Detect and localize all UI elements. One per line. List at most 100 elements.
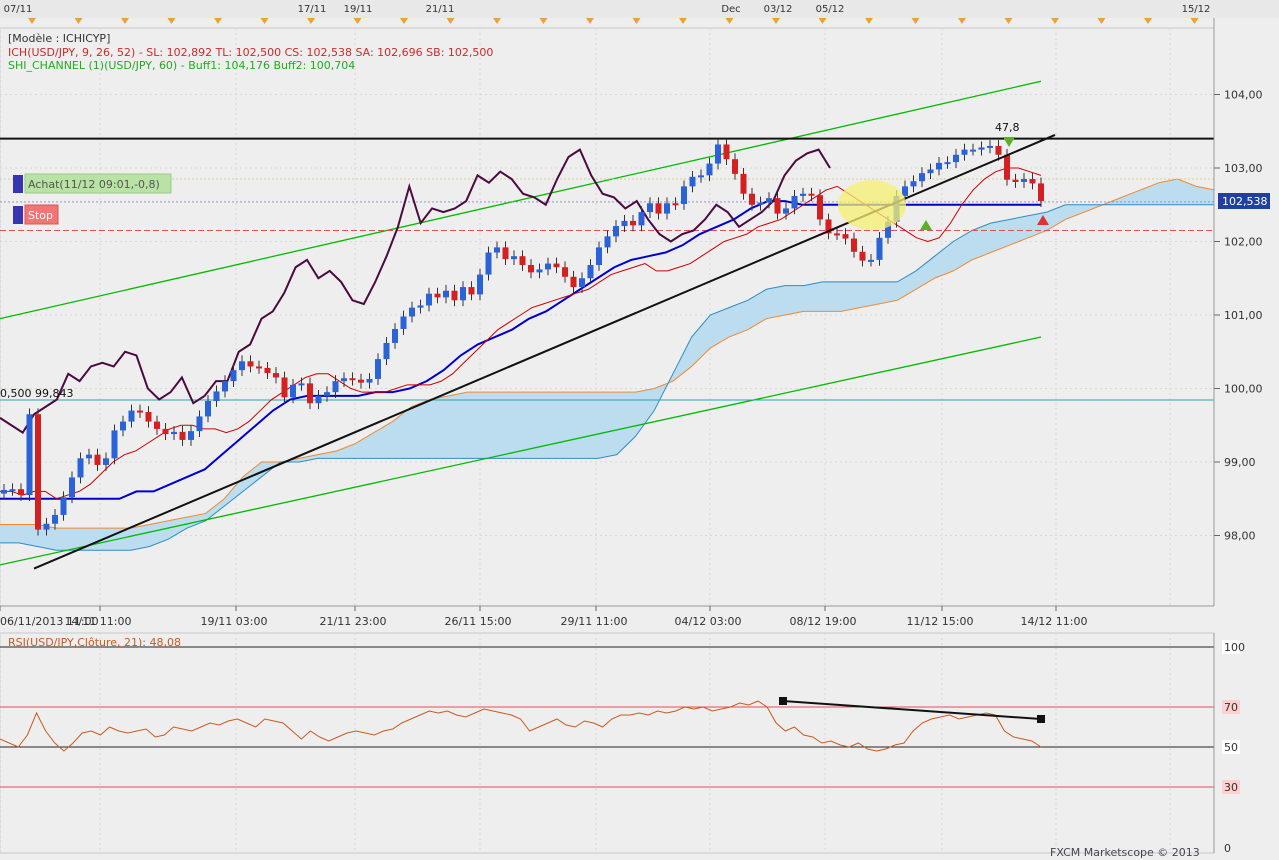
top-date-label: 19/11	[344, 4, 373, 15]
up-arrow-icon	[920, 220, 932, 230]
candlestick	[570, 276, 577, 288]
candlestick	[196, 416, 203, 432]
senkou-span-a-line	[0, 178, 1216, 529]
time-tick-label: 14/12 11:00	[1021, 615, 1088, 628]
candlestick	[511, 256, 517, 260]
support-level-label: 0,500 99,843	[0, 387, 73, 400]
event-marker-icon	[865, 18, 873, 24]
rsi-tick-bg	[1222, 780, 1240, 794]
buy-order-box[interactable]	[24, 173, 172, 194]
candlestick	[400, 316, 407, 329]
top-bar-bg	[0, 0, 1279, 18]
candlestick	[621, 220, 628, 227]
candlestick	[222, 381, 228, 392]
time-tick-label: 11/12 15:00	[907, 615, 974, 628]
price-tick-label: 98,00	[1224, 530, 1256, 543]
candlestick	[910, 181, 917, 187]
time-tick-label: 06/11/2013 11:00	[0, 615, 99, 628]
candlestick	[1, 489, 7, 494]
candlestick	[851, 238, 857, 252]
credit-label: FXCM Marketscope © 2013	[1050, 846, 1200, 859]
candlestick	[1038, 183, 1044, 202]
event-marker-icon	[446, 18, 455, 24]
candlestick	[630, 220, 636, 226]
candlestick	[60, 497, 67, 515]
rsi-divergence-line	[782, 700, 1042, 720]
candlestick	[936, 162, 942, 170]
candlesticks[interactable]	[1, 138, 1044, 536]
event-marker-icon	[539, 18, 548, 24]
time-tick-label: 19/11 03:00	[201, 615, 268, 628]
candlestick	[77, 458, 84, 478]
candlestick	[647, 203, 653, 213]
ichimoku-legend: ICH(USD/JPY, 9, 26, 52) - SL: 102,892 TL…	[8, 46, 493, 59]
rsi-tick-label: 0	[1224, 842, 1231, 855]
candlestick	[545, 263, 551, 270]
candlestick	[732, 159, 738, 174]
rsi-line	[0, 700, 1042, 752]
candlestick	[171, 431, 177, 435]
candlestick	[800, 193, 806, 196]
event-marker-icon	[1051, 18, 1059, 24]
candlestick	[162, 428, 169, 435]
candlestick	[596, 247, 602, 266]
candlestick	[213, 391, 220, 401]
chart-overlays	[33, 134, 1056, 570]
channel-lower-line	[0, 336, 1042, 566]
candlestick	[230, 370, 237, 382]
event-marker-icon	[400, 18, 408, 24]
candlestick	[103, 458, 109, 465]
divergence-end-point	[1037, 715, 1045, 723]
candlestick	[1021, 179, 1027, 182]
candlestick	[885, 221, 891, 238]
candlestick	[834, 233, 840, 236]
top-date-label: 07/11	[4, 4, 33, 15]
candlestick	[868, 259, 874, 262]
candlestick	[94, 454, 101, 465]
rsi-panel-frame	[0, 632, 1215, 854]
event-marker-icon	[632, 18, 641, 24]
candlestick	[485, 252, 492, 275]
event-marker-icon	[167, 18, 176, 24]
candlestick	[358, 379, 364, 383]
buy-order-label: Achat(11/12 09:01,-0,8)	[28, 178, 160, 191]
candlestick	[1029, 179, 1036, 184]
price-grid	[0, 27, 1215, 607]
candlestick	[247, 361, 254, 367]
candlestick	[281, 377, 288, 398]
event-marker-icon	[772, 18, 780, 24]
candlestick	[783, 208, 789, 214]
sell-arrow-icon	[1037, 215, 1049, 225]
event-marker-icon	[911, 18, 920, 24]
candlestick	[332, 381, 339, 393]
candlestick	[18, 489, 24, 496]
chikou-span-line	[0, 148, 831, 434]
candlestick	[392, 328, 398, 343]
candlestick	[970, 149, 976, 152]
time-tick-label: 21/11 23:00	[320, 615, 387, 628]
divergence-start-point	[779, 697, 787, 705]
peak-rsi-label: 47,8	[995, 121, 1020, 134]
stop-order-box[interactable]	[24, 204, 59, 225]
candlestick	[256, 366, 262, 369]
event-marker-icon	[1097, 18, 1106, 24]
candlestick	[460, 287, 466, 301]
candlestick	[978, 147, 985, 150]
time-axis-bg	[0, 606, 1279, 632]
candlestick	[723, 144, 730, 160]
time-tick-label: 29/11 11:00	[561, 615, 628, 628]
candlestick	[9, 489, 16, 492]
candlestick	[468, 287, 475, 295]
candlestick	[579, 278, 585, 288]
price-axis-bg	[1214, 18, 1279, 606]
candlestick	[587, 265, 594, 279]
price-tick-label: 102,00	[1224, 236, 1263, 249]
candlestick	[111, 430, 118, 459]
candlestick	[791, 195, 798, 209]
top-date-label: 15/12	[1182, 4, 1211, 15]
rsi-tick-bg	[1222, 740, 1240, 754]
candlestick	[409, 307, 415, 317]
candlestick	[264, 367, 271, 374]
main-panel-frame	[0, 27, 1215, 607]
